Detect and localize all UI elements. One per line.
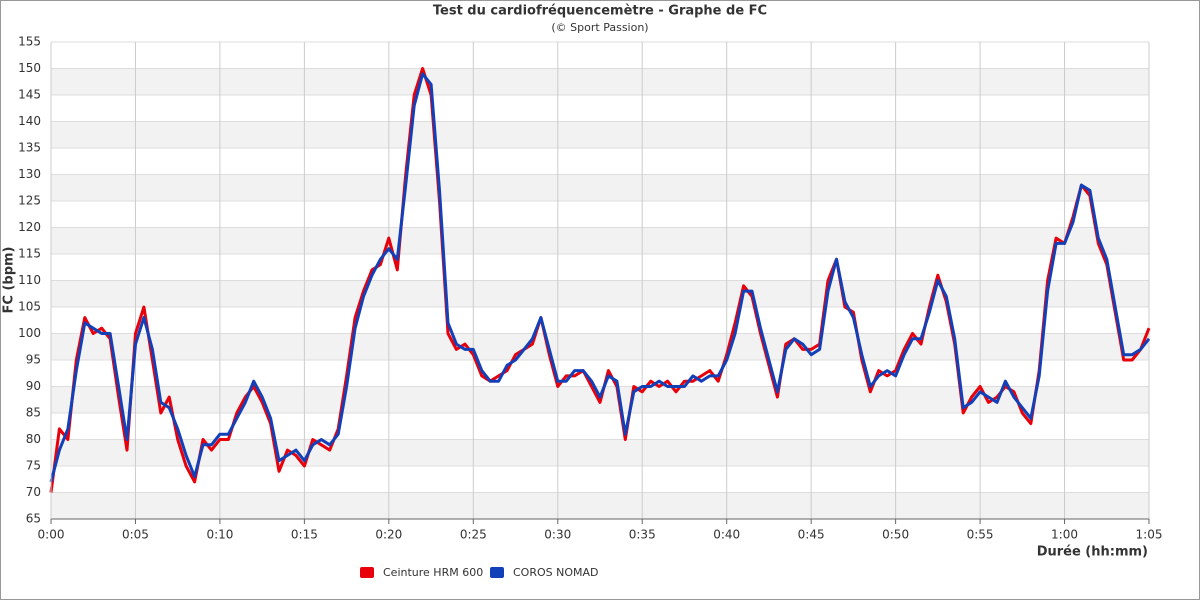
x-tick-label: 0:10 — [206, 528, 233, 542]
grid-band — [51, 174, 1149, 201]
y-tick-label: 75 — [26, 459, 41, 473]
y-tick-label: 135 — [18, 141, 41, 155]
y-tick-label: 85 — [26, 406, 41, 420]
legend-label: Ceinture HRM 600 — [383, 566, 483, 579]
legend-label: COROS NOMAD — [513, 566, 599, 579]
y-tick-label: 65 — [26, 512, 41, 526]
x-tick-label: 0:40 — [713, 528, 740, 542]
legend: Ceinture HRM 600 COROS NOMAD — [360, 566, 599, 579]
grid-band — [51, 68, 1149, 95]
y-tick-label: 90 — [26, 379, 41, 393]
y-tick-label: 110 — [18, 273, 41, 287]
x-tick-label: 0:50 — [882, 528, 909, 542]
y-tick-label: 145 — [18, 88, 41, 102]
x-tick-label: 0:20 — [375, 528, 402, 542]
series-line — [49, 72, 1151, 483]
y-tick-label: 70 — [26, 485, 41, 499]
grid-band — [51, 333, 1149, 360]
x-axis-title: Durée (hh:mm) — [1037, 545, 1148, 560]
y-tick-label: 120 — [18, 220, 41, 234]
y-tick-label: 130 — [18, 167, 41, 181]
y-tick-label: 95 — [26, 353, 41, 367]
y-tick-label: 125 — [18, 194, 41, 208]
x-tick-label: 0:55 — [967, 528, 994, 542]
x-tick-label: 0:35 — [629, 528, 656, 542]
x-tick-label: 0:25 — [460, 528, 487, 542]
y-tick-label: 115 — [18, 247, 41, 261]
x-tick-label: 1:00 — [1051, 528, 1078, 542]
grid-band — [51, 280, 1149, 307]
x-tick-label: 0:00 — [38, 528, 65, 542]
x-tick-label: 1:05 — [1136, 528, 1163, 542]
x-tick-label: 0:05 — [122, 528, 149, 542]
grid-band — [51, 439, 1149, 466]
x-tick-label: 0:15 — [291, 528, 318, 542]
legend-swatch — [360, 567, 374, 578]
chart-title: Test du cardiofréquencemètre - Graphe de… — [433, 4, 767, 19]
grid-band — [51, 227, 1149, 254]
y-axis-title: FC (bpm) — [2, 247, 17, 314]
legend-swatch — [490, 567, 504, 578]
y-tick-label: 105 — [18, 300, 41, 314]
y-tick-label: 100 — [18, 326, 41, 340]
grid-band — [51, 492, 1149, 519]
y-tick-label: 150 — [18, 61, 41, 75]
y-tick-label: 80 — [26, 432, 41, 446]
x-tick-label: 0:45 — [798, 528, 825, 542]
grid-band — [51, 121, 1149, 148]
plot-area — [49, 41, 1151, 520]
y-tick-label: 155 — [18, 35, 41, 49]
x-tick-label: 0:30 — [544, 528, 571, 542]
chart-subtitle: (© Sport Passion) — [551, 21, 648, 34]
y-tick-label: 140 — [18, 114, 41, 128]
